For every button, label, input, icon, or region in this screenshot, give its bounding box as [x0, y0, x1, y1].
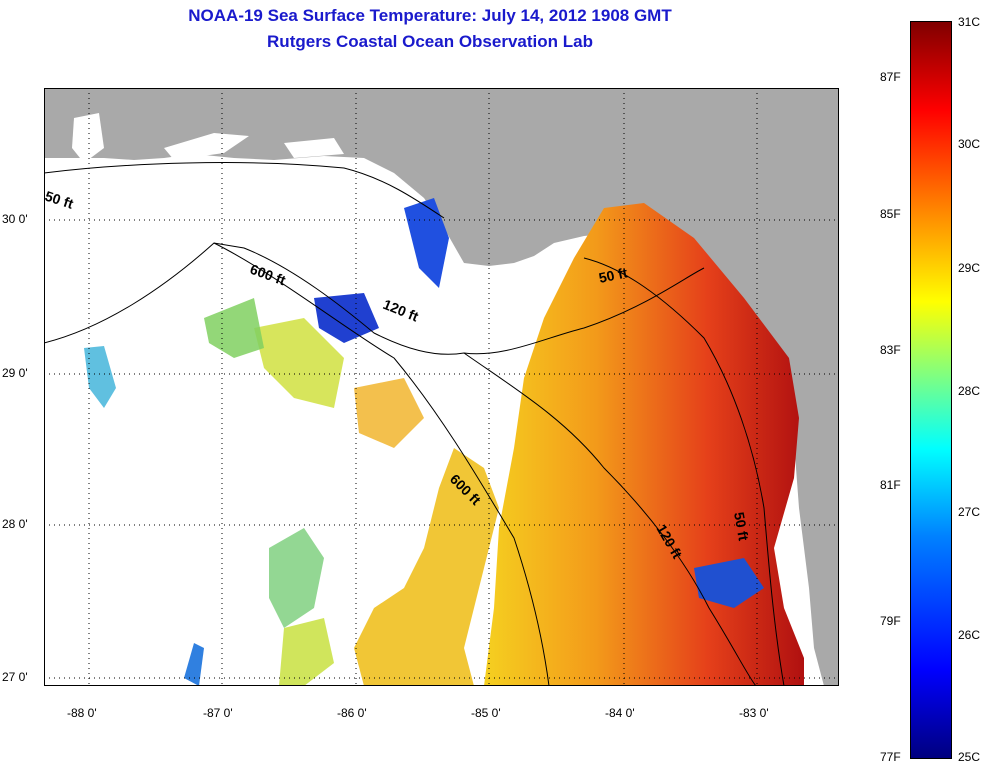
chart-title: NOAA-19 Sea Surface Temperature: July 14…	[188, 6, 672, 25]
map-frame	[44, 88, 839, 686]
contour-label-50ft-south: 50 ft	[731, 511, 752, 542]
colorbar-celsius-label: 30C	[958, 137, 981, 151]
lon-tick-label: -88 0'	[67, 706, 97, 720]
bay-mobile	[72, 113, 104, 163]
colorbar-celsius-label: 26C	[958, 628, 981, 642]
lon-tick-label: -87 0'	[203, 706, 233, 720]
colorbar-fahrenheit-label: 77F	[880, 750, 901, 764]
colorbar-celsius-label: 25C	[958, 750, 981, 764]
colorbar-celsius-label: 31C	[958, 15, 981, 29]
lon-tick-label: -85 0'	[471, 706, 501, 720]
chart-subtitle: Rutgers Coastal Ocean Observation Lab	[267, 32, 593, 51]
lon-tick-label: -84 0'	[605, 706, 635, 720]
colorbar-fahrenheit-label: 81F	[880, 478, 901, 492]
colorbar-celsius-label: 28C	[958, 384, 981, 398]
sst-data-layer	[84, 198, 804, 686]
bay-pensacola	[164, 133, 249, 160]
colorbar-celsius-label: 27C	[958, 505, 981, 519]
lon-tick-label: -86 0'	[337, 706, 367, 720]
colorbar-fahrenheit-label: 83F	[880, 343, 901, 357]
lat-tick-label: 29 0'	[2, 366, 28, 380]
bay-apalachicola	[284, 138, 344, 158]
lat-tick-label: 30 0'	[2, 212, 28, 226]
lat-tick-label: 28 0'	[2, 517, 28, 531]
lon-tick-label: -83 0'	[739, 706, 769, 720]
contour-label-50ft-east: 50 ft	[597, 264, 629, 286]
colorbar	[910, 21, 952, 759]
colorbar-fahrenheit-label: 79F	[880, 614, 901, 628]
isobath-lines	[44, 162, 785, 686]
lat-tick-label: 27 0'	[2, 670, 28, 684]
colorbar-fahrenheit-label: 87F	[880, 70, 901, 84]
colorbar-fahrenheit-label: 85F	[880, 207, 901, 221]
sst-map[interactable]: 50 ft 600 ft 120 ft 50 ft 600 ft 120 ft …	[44, 88, 839, 686]
colorbar-celsius-label: 29C	[958, 261, 981, 275]
